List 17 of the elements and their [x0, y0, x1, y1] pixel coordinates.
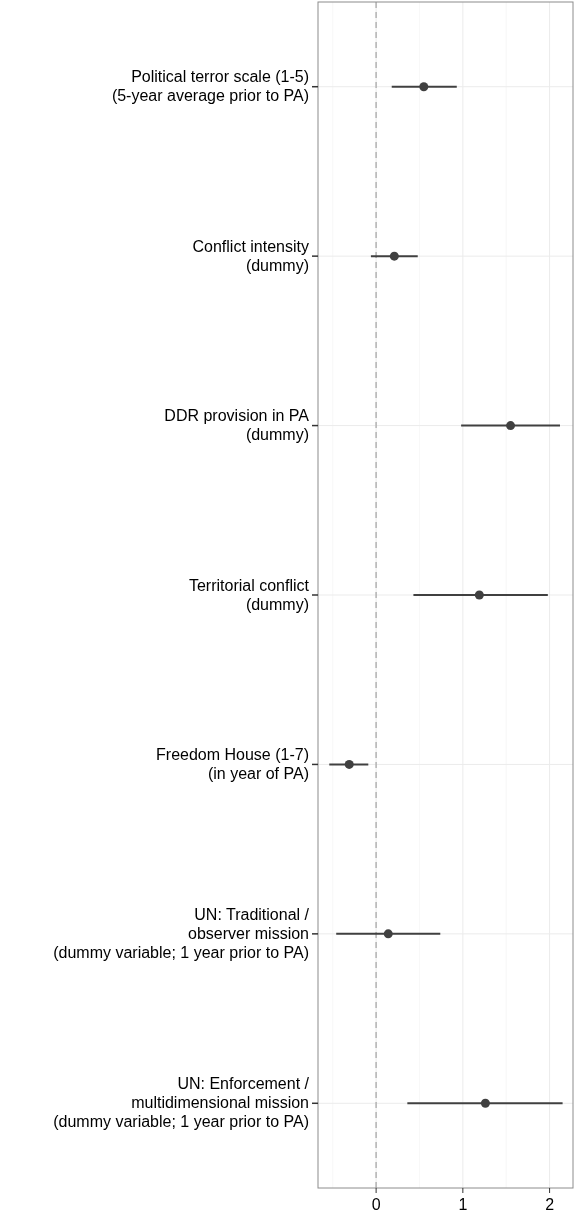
point [480, 1098, 490, 1108]
y-tick-label: Conflict intensity (dummy) [192, 237, 309, 274]
x-tick-label: 2 [545, 1196, 555, 1213]
point [419, 82, 429, 92]
y-tick-label: Political terror scale (1-5) (5-year average prior to PA) [111, 68, 309, 105]
point [474, 590, 484, 600]
point [506, 421, 516, 431]
point [344, 759, 354, 769]
y-tick-label: UN: Enforcement / multidimensional mission (dummy variable; 1 year prior to PA) [53, 1075, 310, 1131]
point [389, 251, 399, 261]
x-tick-label: 0 [371, 1196, 381, 1213]
y-tick-label: Territorial conflict (dummy) [188, 576, 310, 613]
y-tick-label: DDR provision in PA (dummy) [164, 407, 310, 444]
y-tick-label: Freedom House (1-7) (in year of PA) [156, 745, 309, 782]
x-tick-label: 1 [458, 1196, 468, 1213]
y-tick-label: UN: Traditional / observer mission (dummy variable; 1 year prior to PA) [53, 905, 310, 961]
point [383, 929, 393, 939]
